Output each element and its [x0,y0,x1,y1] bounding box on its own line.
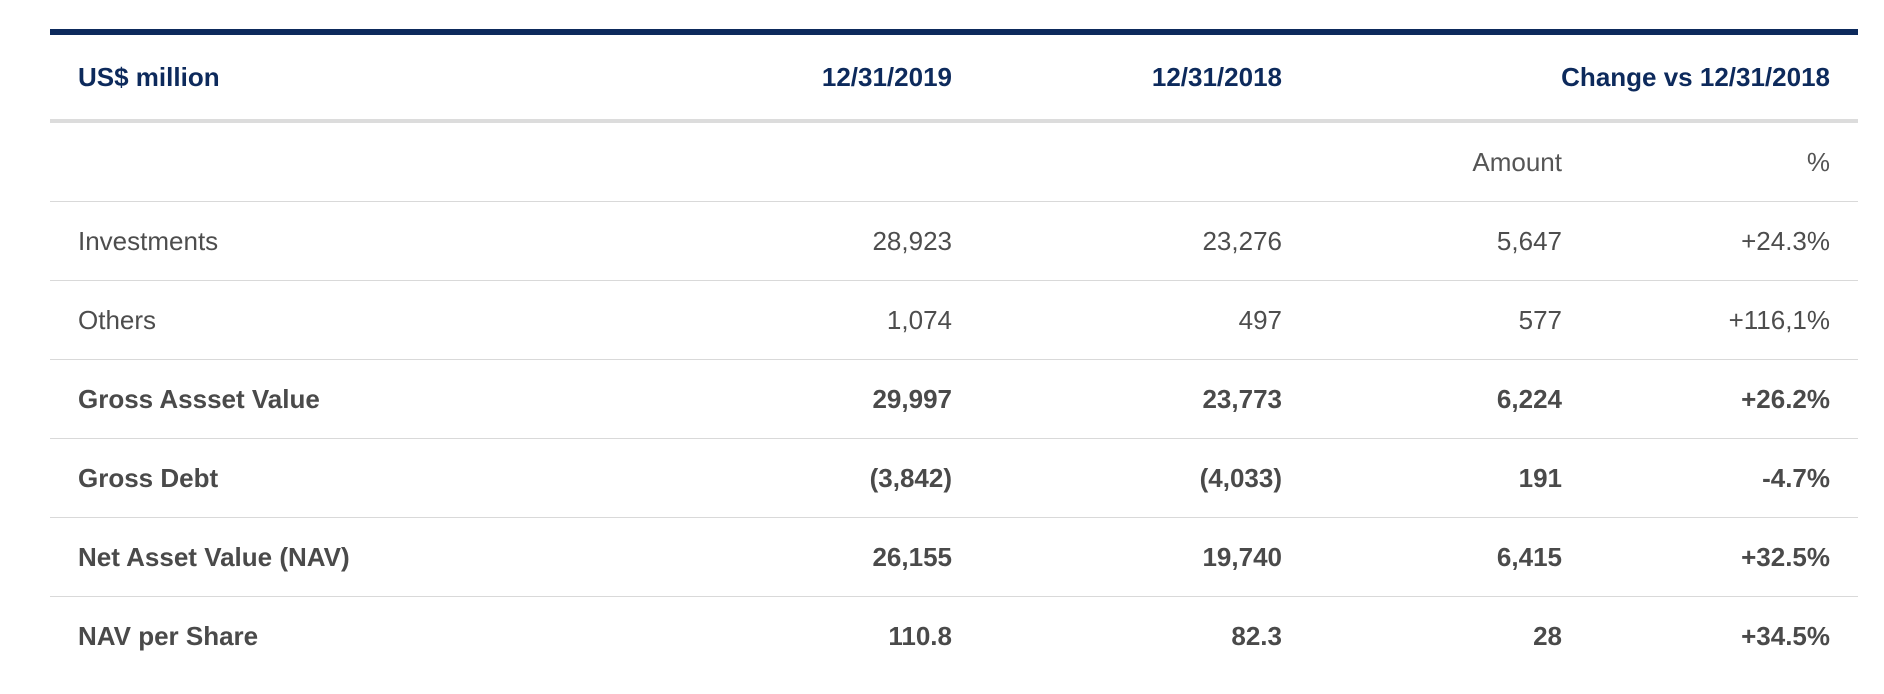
row-value-2019: 1,074 [600,280,980,360]
nav-table: US$ million 12/31/2019 12/31/2018 Change… [50,29,1858,675]
subheader-percent: % [1590,121,1858,202]
header-unit-label: US$ million [50,32,600,123]
row-value-2019: 28,923 [600,201,980,281]
row-change-amount: 6,224 [1310,359,1590,439]
row-label: Gross Debt [50,438,600,518]
subheader-amount: Amount [1310,121,1590,202]
subheader-row: Amount % [50,121,1858,202]
table-body: Amount % Investments 28,923 23,276 5,647… [50,121,1858,675]
subheader-empty-2019 [600,121,980,202]
row-change-percent: +26.2% [1590,359,1858,439]
row-value-2018: 82.3 [1231,620,1282,651]
row-value-2019: 110.8 [888,620,952,651]
table-header: US$ million 12/31/2019 12/31/2018 Change… [50,32,1858,123]
table-row-gross-asset-value: Gross Assset Value 29,997 23,773 6,224 +… [50,359,1858,439]
row-change-percent: +116,1% [1590,280,1858,360]
header-2019: 12/31/2019 [600,32,980,123]
row-change-percent: -4.7% [1590,438,1858,518]
row-change-percent: +32.5% [1590,517,1858,597]
table-row-investments: Investments 28,923 23,276 5,647 +24.3% [50,201,1858,281]
row-label: Others [50,280,600,360]
row-change-amount: 28 [1533,620,1562,651]
row-change-amount: 191 [1310,438,1590,518]
row-label: Investments [50,201,600,281]
row-value-2018: 23,773 [980,359,1310,439]
table-row-gross-debt: Gross Debt (3,842) (4,033) 191 -4.7% [50,438,1858,518]
subheader-empty-label [50,121,600,202]
row-value-2018: 23,276 [980,201,1310,281]
row-change-amount: 577 [1310,280,1590,360]
row-label: Gross Assset Value [50,359,600,439]
row-value-2018: 497 [980,280,1310,360]
table-row-net-asset-value: Net Asset Value (NAV) 26,155 19,740 6,41… [50,517,1858,597]
row-value-2019: (3,842) [600,438,980,518]
row-value-2018: (4,033) [980,438,1310,518]
header-2018: 12/31/2018 [980,32,1310,123]
header-change: Change vs 12/31/2018 [1310,32,1858,123]
row-change-amount: 5,647 [1310,201,1590,281]
table-row-nav-per-share: NAV per Share 110.8 82.3 28 +34.5% [50,597,1858,676]
table-row-others: Others 1,074 497 577 +116,1% [50,280,1858,360]
nav-table-container: US$ million 12/31/2019 12/31/2018 Change… [50,29,1858,675]
row-value-2019: 29,997 [600,359,980,439]
row-value-2019: 26,155 [600,517,980,597]
row-change-percent: +34.5% [1741,620,1830,651]
row-change-amount: 6,415 [1310,517,1590,597]
subheader-empty-2018 [980,121,1310,202]
header-row: US$ million 12/31/2019 12/31/2018 Change… [50,32,1858,123]
row-label: Net Asset Value (NAV) [50,517,600,597]
row-value-2018: 19,740 [980,517,1310,597]
row-change-percent: +24.3% [1590,201,1858,281]
row-label: NAV per Share [78,620,259,651]
